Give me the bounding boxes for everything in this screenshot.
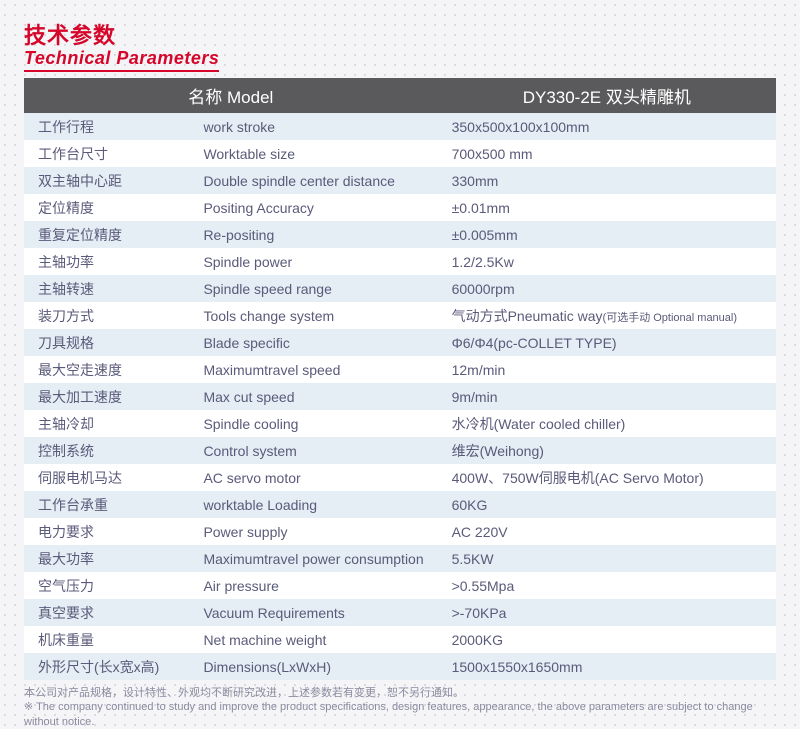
cell-en: Blade specific [189,329,437,356]
cell-cn: 主轴转速 [24,275,189,302]
header: 技术参数 Technical Parameters [24,18,776,72]
cell-en: Control system [189,437,437,464]
cell-cn: 工作行程 [24,113,189,140]
cell-value: Φ6/Φ4(pc-COLLET TYPE) [438,329,776,356]
cell-cn: 主轴功率 [24,248,189,275]
table-header-row: 名称 Model DY330-2E 双头精雕机 [24,78,776,113]
cell-cn: 外形尺寸(长x宽x高) [24,653,189,680]
cell-value: ±0.01mm [438,194,776,221]
table-row: 空气压力Air pressure>0.55Mpa [24,572,776,599]
table-row: 电力要求Power supplyAC 220V [24,518,776,545]
cell-value: 60000rpm [438,275,776,302]
cell-value: >-70KPa [438,599,776,626]
cell-value: 水冷机(Water cooled chiller) [438,410,776,437]
cell-en: Net machine weight [189,626,437,653]
cell-value: 700x500 mm [438,140,776,167]
cell-cn: 控制系统 [24,437,189,464]
cell-cn: 工作台尺寸 [24,140,189,167]
cell-en: Maximumtravel power consumption [189,545,437,572]
table-row: 真空要求Vacuum Requirements>-70KPa [24,599,776,626]
cell-en: Air pressure [189,572,437,599]
cell-en: Tools change system [189,302,437,329]
cell-en: Worktable size [189,140,437,167]
cell-cn: 主轴冷却 [24,410,189,437]
cell-en: Spindle cooling [189,410,437,437]
cell-value: 1500x1550x1650mm [438,653,776,680]
cell-value: 1.2/2.5Kw [438,248,776,275]
cell-en: work stroke [189,113,437,140]
table-row: 机床重量Net machine weight2000KG [24,626,776,653]
cell-value: ±0.005mm [438,221,776,248]
cell-en: Re-positing [189,221,437,248]
table-row: 刀具规格Blade specificΦ6/Φ4(pc-COLLET TYPE) [24,329,776,356]
column-header-product: DY330-2E 双头精雕机 [438,78,776,113]
footnote-line-cn: 本公司对产品规格，设计特性、外观均不断研究改进，上述参数若有变更，恕不另行通知。 [24,686,776,700]
cell-en: Power supply [189,518,437,545]
cell-value: 9m/min [438,383,776,410]
footnote-line-en: ※ The company continued to study and imp… [24,700,776,729]
table-row: 最大功率Maximumtravel power consumption5.5KW [24,545,776,572]
cell-cn: 定位精度 [24,194,189,221]
cell-value: 60KG [438,491,776,518]
cell-cn: 电力要求 [24,518,189,545]
cell-cn: 机床重量 [24,626,189,653]
cell-value: 2000KG [438,626,776,653]
table-row: 装刀方式Tools change system气动方式Pneumatic way… [24,302,776,329]
cell-cn: 刀具规格 [24,329,189,356]
table-row: 重复定位精度Re-positing±0.005mm [24,221,776,248]
table-row: 主轴冷却Spindle cooling水冷机(Water cooled chil… [24,410,776,437]
cell-value: 400W、750W伺服电机(AC Servo Motor) [438,464,776,491]
cell-value: AC 220V [438,518,776,545]
cell-en: Vacuum Requirements [189,599,437,626]
cell-cn: 重复定位精度 [24,221,189,248]
cell-cn: 双主轴中心距 [24,167,189,194]
cell-value: 气动方式Pneumatic way(可选手动 Optional manual) [438,302,776,329]
table-row: 工作行程work stroke350x500x100x100mm [24,113,776,140]
table-row: 定位精度Positing Accuracy±0.01mm [24,194,776,221]
cell-cn: 装刀方式 [24,302,189,329]
table-row: 最大加工速度Max cut speed9m/min [24,383,776,410]
cell-value: 维宏(Weihong) [438,437,776,464]
table-row: 工作台承重worktable Loading60KG [24,491,776,518]
cell-cn: 真空要求 [24,599,189,626]
cell-en: Spindle power [189,248,437,275]
specs-table: 名称 Model DY330-2E 双头精雕机 工作行程work stroke3… [24,78,776,680]
table-row: 外形尺寸(长x宽x高)Dimensions(LxWxH)1500x1550x16… [24,653,776,680]
cell-value: 12m/min [438,356,776,383]
cell-value-suffix: (可选手动 Optional manual) [603,312,738,324]
table-row: 主轴转速Spindle speed range60000rpm [24,275,776,302]
cell-en: Max cut speed [189,383,437,410]
cell-cn: 最大功率 [24,545,189,572]
cell-value: 5.5KW [438,545,776,572]
cell-value: 350x500x100x100mm [438,113,776,140]
table-row: 双主轴中心距Double spindle center distance330m… [24,167,776,194]
cell-cn: 空气压力 [24,572,189,599]
cell-en: Double spindle center distance [189,167,437,194]
cell-en: worktable Loading [189,491,437,518]
table-row: 最大空走速度Maximumtravel speed12m/min [24,356,776,383]
column-header-model: 名称 Model [24,78,438,113]
cell-en: Positing Accuracy [189,194,437,221]
cell-en: Dimensions(LxWxH) [189,653,437,680]
title-chinese: 技术参数 [24,18,776,50]
footnote: 本公司对产品规格，设计特性、外观均不断研究改进，上述参数若有变更，恕不另行通知。… [24,686,776,729]
table-row: 工作台尺寸Worktable size700x500 mm [24,140,776,167]
table-row: 控制系统Control system维宏(Weihong) [24,437,776,464]
cell-cn: 伺服电机马达 [24,464,189,491]
cell-value: 330mm [438,167,776,194]
table-row: 主轴功率Spindle power1.2/2.5Kw [24,248,776,275]
table-row: 伺服电机马达AC servo motor400W、750W伺服电机(AC Ser… [24,464,776,491]
cell-value: >0.55Mpa [438,572,776,599]
cell-cn: 工作台承重 [24,491,189,518]
cell-cn: 最大加工速度 [24,383,189,410]
cell-en: Maximumtravel speed [189,356,437,383]
title-english: Technical Parameters [24,48,219,72]
cell-en: Spindle speed range [189,275,437,302]
cell-cn: 最大空走速度 [24,356,189,383]
cell-en: AC servo motor [189,464,437,491]
